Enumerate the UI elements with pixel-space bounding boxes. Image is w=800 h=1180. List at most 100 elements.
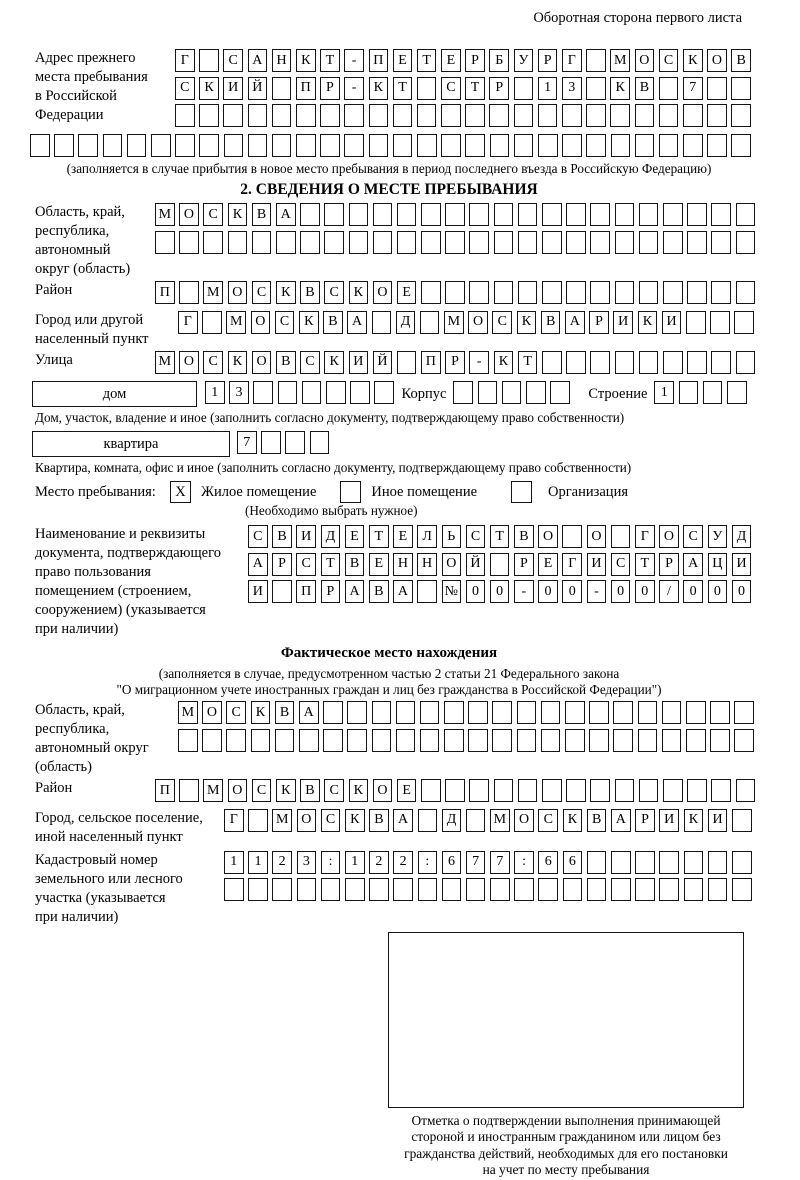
char-cell[interactable] [707, 850, 728, 874]
char-cell[interactable] [150, 133, 171, 157]
char-cell[interactable]: О [227, 779, 248, 802]
char-cell[interactable] [710, 310, 730, 334]
char-cell[interactable] [731, 133, 752, 157]
char-cell[interactable] [295, 104, 316, 127]
char-cell[interactable] [175, 133, 195, 157]
char-cell[interactable] [421, 779, 441, 802]
char-cell[interactable]: 1 [248, 850, 268, 874]
char-cell[interactable]: И [613, 310, 633, 334]
char-cell[interactable] [635, 878, 655, 901]
char-cell[interactable] [637, 728, 658, 752]
char-cell[interactable]: И [248, 580, 268, 603]
char-cell[interactable] [687, 281, 707, 304]
char-cell[interactable] [638, 230, 659, 254]
char-cell[interactable] [202, 728, 222, 752]
char-cell[interactable]: Т [489, 525, 510, 548]
char-cell[interactable]: / [659, 580, 679, 603]
char-cell[interactable] [421, 203, 441, 226]
char-cell[interactable] [658, 104, 679, 127]
char-cell[interactable] [513, 104, 534, 127]
char-cell[interactable]: И [586, 552, 607, 576]
char-cell[interactable] [662, 203, 683, 226]
char-cell[interactable]: Е [393, 525, 413, 548]
char-cell[interactable] [178, 728, 198, 752]
char-cell[interactable] [707, 104, 727, 127]
char-cell[interactable]: Г [178, 310, 198, 334]
char-cell[interactable] [444, 701, 464, 724]
char-cell[interactable]: О [468, 310, 488, 334]
char-cell[interactable] [638, 779, 659, 802]
char-cell[interactable]: Д [731, 525, 752, 548]
char-cell[interactable]: 6 [441, 850, 462, 874]
char-cell[interactable]: Г [175, 49, 195, 72]
char-cell[interactable] [445, 230, 465, 254]
char-cell[interactable] [393, 878, 413, 901]
char-cell[interactable] [271, 104, 292, 127]
char-cell[interactable] [469, 230, 490, 254]
char-cell[interactable] [416, 76, 437, 100]
char-cell[interactable] [247, 133, 268, 157]
char-cell[interactable]: 7 [490, 850, 510, 874]
char-cell[interactable]: 1 [654, 381, 674, 404]
char-cell[interactable] [517, 230, 538, 254]
char-cell[interactable] [253, 381, 273, 404]
char-cell[interactable] [734, 701, 754, 724]
char-cell[interactable] [396, 230, 417, 254]
char-cell[interactable] [323, 728, 343, 752]
char-cell[interactable] [223, 104, 243, 127]
char-cell[interactable]: Р [445, 350, 465, 374]
char-cell[interactable] [395, 701, 416, 724]
char-cell[interactable] [731, 850, 752, 874]
char-cell[interactable] [371, 310, 392, 334]
char-cell[interactable]: П [295, 76, 316, 100]
char-cell[interactable]: Т [517, 350, 538, 374]
char-cell[interactable]: Т [465, 76, 485, 100]
char-cell[interactable] [610, 104, 630, 127]
char-cell[interactable] [662, 230, 683, 254]
char-cell[interactable] [199, 133, 219, 157]
char-cell[interactable] [678, 381, 699, 404]
char-cell[interactable] [300, 203, 320, 226]
char-cell[interactable] [453, 381, 473, 404]
char-cell[interactable] [368, 133, 389, 157]
char-cell[interactable]: Р [537, 49, 558, 72]
char-cell[interactable] [590, 203, 610, 226]
char-cell[interactable] [372, 203, 393, 226]
char-cell[interactable] [687, 230, 707, 254]
char-cell[interactable]: - [586, 580, 607, 603]
char-cell[interactable]: 0 [489, 580, 510, 603]
char-cell[interactable] [542, 230, 562, 254]
char-cell[interactable]: К [275, 281, 296, 304]
char-cell[interactable] [735, 203, 756, 226]
char-cell[interactable] [274, 728, 295, 752]
char-cell[interactable] [685, 728, 706, 752]
char-cell[interactable]: В [540, 310, 561, 334]
char-cell[interactable] [78, 133, 98, 157]
char-cell[interactable] [296, 133, 316, 157]
char-cell[interactable]: О [179, 350, 199, 374]
char-cell[interactable] [589, 728, 609, 752]
char-cell[interactable] [683, 850, 704, 874]
char-cell[interactable]: И [348, 350, 369, 374]
char-cell[interactable]: 1 [344, 850, 365, 874]
char-cell[interactable] [517, 203, 538, 226]
char-cell[interactable]: Г [562, 49, 582, 72]
char-cell[interactable] [613, 728, 633, 752]
char-cell[interactable]: С [223, 49, 243, 72]
char-cell[interactable]: О [634, 49, 655, 72]
char-cell[interactable]: В [323, 310, 343, 334]
char-cell[interactable]: П [368, 49, 389, 72]
char-cell[interactable] [516, 728, 537, 752]
char-cell[interactable]: О [586, 525, 607, 548]
char-cell[interactable] [731, 808, 752, 832]
char-cell[interactable] [251, 230, 272, 254]
char-cell[interactable] [271, 76, 292, 100]
char-cell[interactable]: О [514, 808, 534, 832]
char-cell[interactable] [300, 230, 320, 254]
char-cell[interactable]: О [202, 701, 222, 724]
char-cell[interactable]: А [611, 808, 631, 832]
char-cell[interactable] [468, 701, 488, 724]
char-cell[interactable]: Р [635, 808, 655, 832]
char-cell[interactable]: 0 [538, 580, 558, 603]
char-cell[interactable]: В [300, 281, 320, 304]
